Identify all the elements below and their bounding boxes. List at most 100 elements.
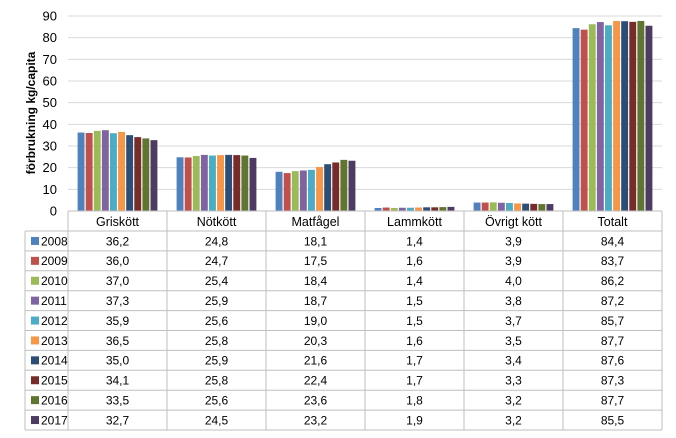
data-label: 1,6 [406,254,423,268]
data-label: 25,8 [205,374,229,388]
bar [217,155,224,211]
bar [299,170,307,211]
legend-swatch [31,296,39,305]
bar [473,202,481,211]
data-label: 3,8 [505,294,522,308]
data-label: 24,8 [205,234,229,248]
bar [101,130,109,211]
x-category-label: Nötkött [197,215,237,229]
data-label: 25,8 [205,334,229,348]
data-label: 1,8 [406,393,423,407]
bar [332,162,340,211]
bar [241,155,249,211]
data-label: 4,0 [505,274,522,288]
bar [308,169,315,211]
bar [637,20,645,211]
y-tick-label: 50 [43,95,57,110]
legend-swatch [31,256,39,265]
gridlines [68,15,662,190]
bar [110,133,117,211]
y-tick-label: 60 [43,74,57,89]
data-label: 18,4 [304,274,328,288]
bar [423,207,431,211]
bar [233,155,241,211]
data-label: 24,7 [205,254,229,268]
bar [629,21,637,211]
bar [93,130,101,211]
data-label: 87,7 [601,393,625,407]
data-label: 3,2 [505,393,522,407]
data-label: 1,9 [406,413,423,427]
y-tick-label: 10 [43,182,57,197]
bar [506,202,513,211]
bar [613,20,620,211]
data-label: 1,4 [406,274,423,288]
data-label: 19,0 [304,314,328,328]
data-label: 87,3 [601,374,625,388]
y-tick-label: 40 [43,117,57,132]
legend-series-name: 2015 [41,374,68,388]
data-label: 36,5 [106,334,130,348]
x-category-label: Griskött [96,215,140,229]
bar [530,203,538,211]
data-label: 85,5 [601,413,625,427]
data-label: 3,4 [505,354,522,368]
data-label: 87,7 [601,334,625,348]
data-label: 25,6 [205,393,229,407]
data-label: 33,5 [106,393,130,407]
x-category-label: Totalt [598,215,628,229]
data-label: 86,2 [601,274,625,288]
legend-swatch [31,236,39,245]
bar [176,157,184,211]
legend-swatch [31,276,39,285]
bar [126,135,134,211]
bar [192,155,200,211]
y-tick-label: 0 [50,204,57,219]
legend-series-name: 2013 [41,334,68,348]
data-label: 1,5 [406,294,423,308]
bar [348,160,356,211]
bar [481,202,489,211]
bar [497,202,505,211]
legend-swatch [31,336,39,345]
data-label: 18,7 [304,294,328,308]
bar [275,171,283,211]
bar [489,202,497,211]
data-label: 84,4 [601,234,625,248]
data-label: 32,7 [106,413,130,427]
bar [538,204,546,211]
data-label: 1,5 [406,314,423,328]
bar [283,173,291,211]
data-label: 17,5 [304,254,328,268]
bar [374,207,382,211]
data-label: 37,3 [106,294,130,308]
bar [382,207,390,211]
data-label: 25,9 [205,294,229,308]
y-axis-label: förbrukning kg/capita [24,51,38,174]
data-label: 3,5 [505,334,522,348]
legend-swatch [31,416,39,425]
bar [645,25,653,211]
data-label: 37,0 [106,274,130,288]
bar [134,137,142,211]
bar [209,155,216,211]
bar [415,207,422,211]
data-label: 1,6 [406,334,423,348]
y-tick-label: 30 [43,139,57,154]
data-label: 83,7 [601,254,625,268]
legend-series-name: 2009 [41,254,68,268]
legend-swatch [31,376,39,385]
legend-series-name: 2017 [41,413,68,427]
legend-series-name: 2016 [41,393,68,407]
legend-series-name: 2008 [41,234,68,248]
bar [85,133,93,211]
y-tick-label: 90 [43,9,57,24]
data-label: 23,6 [304,393,328,407]
data-label: 34,1 [106,374,130,388]
data-label: 18,1 [304,234,328,248]
data-label: 25,6 [205,314,229,328]
bar [390,207,398,211]
bar [439,207,447,211]
bar [596,22,604,211]
legend-series-name: 2011 [41,294,67,308]
